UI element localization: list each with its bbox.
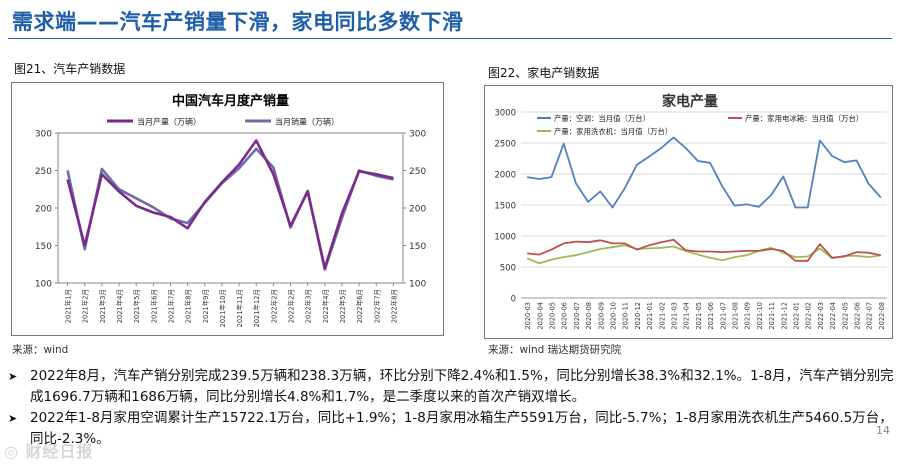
legend-label: 当月产量（万辆） — [137, 117, 201, 127]
bullet-arrow-icon: ➤ — [8, 412, 18, 425]
appliance-output-chart-svg: 家电产量 0 500 1000 1500 2000 2500 3000 2020-03 2020-… — [494, 93, 887, 330]
x-tick-label: 2021年7月 — [166, 289, 175, 323]
right-figure-source: 来源：wind 瑞达期货研究院 — [488, 344, 622, 356]
chart-title: 中国汽车月度产销量 — [172, 93, 289, 109]
y-tick-label: 1000 — [494, 233, 516, 243]
x-tick-label: 2021-06 — [707, 302, 715, 330]
x-tick-label: 2021-02 — [658, 302, 666, 330]
chart-title: 家电产量 — [662, 93, 718, 110]
x-tick-label: 2022-08 — [878, 302, 886, 330]
bullet-arrow-icon: ➤ — [8, 370, 18, 383]
x-tick-label: 2021年6月 — [149, 289, 158, 323]
x-tick-label: 2021年10月 — [218, 289, 227, 327]
appliance-output-chart: 家电产量 0 500 1000 1500 2000 2500 3000 2020-03 2020-… — [484, 85, 893, 339]
secondary-y-tick-label: 200 — [409, 205, 426, 215]
y-tick-label: 2500 — [494, 140, 516, 150]
x-tick-label: 2022年7月 — [372, 289, 381, 323]
series-line-1 — [527, 238, 882, 262]
x-tick-label: 2020-12 — [634, 302, 642, 330]
right-figure-label: 图22、家电产销数据 — [488, 66, 600, 80]
x-tick-label: 2020-10 — [610, 302, 618, 330]
series-line-2 — [526, 244, 882, 265]
x-tick-label: 2022-05 — [841, 302, 849, 330]
x-tick-label: 2021-11 — [768, 302, 776, 330]
x-tick-label: 2021年5月 — [132, 289, 141, 323]
left-figure-source: 来源：wind — [12, 344, 69, 356]
x-tick-label: 2021-12 — [780, 302, 788, 330]
x-tick-label: 2021-09 — [744, 302, 752, 330]
x-tick-label: 2022年2月 — [269, 289, 278, 323]
x-tick-label: 2021-08 — [732, 302, 740, 330]
x-tick-label: 2022年2月 — [287, 289, 296, 323]
x-tick-label: 2020-03 — [524, 302, 532, 330]
x-tick-label: 2021年2月 — [81, 289, 90, 323]
x-tick-label: 2020-09 — [597, 302, 605, 330]
y-tick-label: 3000 — [494, 109, 516, 119]
secondary-y-tick-label: 150 — [409, 242, 426, 252]
legend-label: 产量：家用洗衣机：当月值（万台） — [554, 127, 672, 136]
y-tick-label: 250 — [35, 167, 52, 177]
x-tick-label: 2021年12月 — [252, 289, 261, 327]
y-tick-label: 0 — [511, 295, 516, 305]
x-tick-label: 2021年9月 — [201, 289, 210, 323]
car-sales-chart-svg: 中国汽车月度产销量 100 150 200 250 300 100 150 200 250 300 2… — [35, 93, 427, 327]
series-line-0 — [526, 136, 882, 209]
y-tick-label: 150 — [35, 242, 52, 252]
page-number: 14 — [876, 424, 890, 437]
x-tick-label: 2020-07 — [573, 302, 581, 330]
x-tick-label: 2021-04 — [683, 302, 691, 330]
bullet-text: 2022年1-8月家用空调累计生产15722.1万台，同比+1.9%；1-8月家… — [30, 410, 893, 447]
left-figure-label: 图21、汽车产销数据 — [14, 62, 126, 76]
x-tick-label: 2022年6月 — [355, 289, 364, 323]
y-tick-label: 2000 — [494, 171, 516, 181]
legend-label: 产量：家用电冰箱：当月值（万台） — [745, 114, 863, 123]
x-tick-label: 2020-08 — [585, 302, 593, 330]
y-tick-label: 300 — [35, 130, 52, 140]
bullet-item: ➤ 2022年8月，汽车产销分别完成239.5万辆和238.3万辆，环比分别下降… — [4, 366, 894, 408]
secondary-y-tick-label: 100 — [409, 280, 426, 290]
x-tick-label: 2021年4月 — [115, 289, 124, 323]
y-tick-label: 1500 — [494, 202, 516, 212]
y-tick-label: 200 — [35, 205, 52, 215]
x-tick-label: 2022年4月 — [321, 289, 330, 323]
page-title: 需求端——汽车产销量下滑，家电同比多数下滑 — [12, 10, 464, 34]
x-tick-label: 2022-02 — [805, 302, 813, 330]
car-sales-chart: 中国汽车月度产销量 100 150 200 250 300 100 150 200 250 300 2… — [11, 82, 444, 336]
x-tick-label: 2022-07 — [866, 302, 874, 330]
summary-bullets: ➤ 2022年8月，汽车产销分别完成239.5万辆和238.3万辆，环比分别下降… — [4, 366, 894, 450]
title-divider — [8, 38, 892, 39]
x-tick-label: 2021-05 — [695, 302, 703, 330]
x-tick-label: 2022年8月 — [389, 289, 398, 323]
secondary-y-tick-label: 300 — [409, 130, 426, 140]
x-tick-label: 2022-06 — [854, 302, 862, 330]
x-tick-label: 2021-07 — [719, 302, 727, 330]
x-tick-label: 2020-06 — [561, 302, 569, 330]
x-tick-label: 2022年3月 — [304, 289, 313, 323]
secondary-y-tick-label: 250 — [409, 167, 426, 177]
x-tick-label: 2022年5月 — [338, 289, 347, 323]
x-tick-label: 2021-01 — [646, 302, 654, 330]
x-tick-label: 2020-05 — [549, 302, 557, 330]
y-tick-label: 500 — [500, 264, 516, 274]
x-tick-label: 2022-03 — [817, 302, 825, 330]
legend-label: 产量：空调：当月值（万台） — [554, 114, 650, 123]
watermark-logo: ◎ 财经日报 — [4, 442, 94, 461]
legend-label: 当月销量（万辆） — [275, 117, 339, 127]
x-tick-label: 2020-11 — [622, 302, 630, 330]
x-tick-label: 2021年3月 — [98, 289, 107, 323]
x-tick-label: 2021年8月 — [184, 289, 193, 323]
x-tick-label: 2020-04 — [536, 302, 544, 330]
x-tick-label: 2021-10 — [756, 302, 764, 330]
plot-frame — [57, 132, 404, 284]
bullet-item: ➤ 2022年1-8月家用空调累计生产15722.1万台，同比+1.9%；1-8… — [4, 408, 894, 450]
x-tick-label: 2021年1月 — [64, 289, 73, 323]
series-line-0 — [66, 139, 394, 270]
bullet-text: 2022年8月，汽车产销分别完成239.5万辆和238.3万辆，环比分别下降2.… — [30, 368, 894, 405]
x-tick-label: 2021-03 — [671, 302, 679, 330]
x-tick-label: 2022-01 — [793, 302, 801, 330]
x-tick-label: 2022-04 — [829, 302, 837, 330]
x-tick-label: 2021年11月 — [235, 289, 244, 327]
y-tick-label: 100 — [35, 280, 52, 290]
